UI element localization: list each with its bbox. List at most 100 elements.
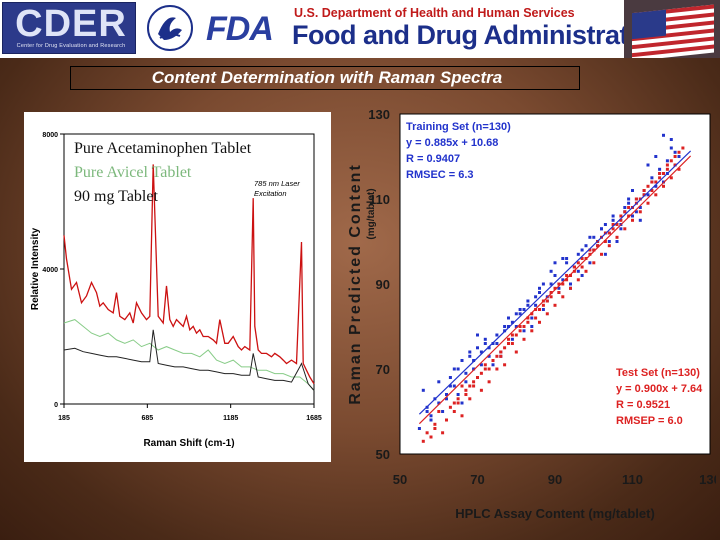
training-point [507, 316, 510, 320]
training-point [476, 333, 479, 337]
training-point [534, 295, 538, 299]
test-point [553, 286, 557, 290]
test-point [662, 184, 665, 188]
laser-annotation-line1: 785 nm Laser [254, 179, 300, 188]
training-point [487, 346, 491, 350]
x-tick-label: 185 [58, 415, 70, 422]
test-point [476, 376, 479, 379]
test-point [576, 278, 580, 282]
training-point [549, 282, 553, 286]
test-point [429, 435, 433, 439]
training-point [503, 325, 507, 328]
test-point [576, 261, 580, 265]
y-tick-label: 0 [54, 402, 58, 409]
test-point [456, 397, 460, 401]
test-stat-line: Test Set (n=130) [616, 367, 700, 379]
test-point [472, 384, 476, 388]
test-point [681, 146, 685, 150]
test-point [530, 312, 534, 316]
test-point [452, 410, 456, 413]
test-point [421, 439, 425, 443]
test-point [534, 316, 538, 320]
test-point [460, 414, 464, 418]
test-point [623, 227, 627, 231]
test-point [460, 384, 464, 388]
training-point [631, 189, 634, 192]
title-frame [70, 66, 580, 90]
cder-logo-text: CDER [15, 3, 127, 45]
training-point [538, 291, 541, 294]
training-point [487, 354, 491, 358]
training-point [607, 240, 611, 243]
training-point [456, 367, 460, 371]
test-point [665, 163, 669, 167]
training-point [452, 367, 456, 371]
training-point [495, 333, 499, 337]
test-point [592, 261, 596, 265]
training-point [437, 380, 441, 384]
acetaminophen-spectrum-line [63, 164, 315, 385]
training-point [650, 176, 654, 180]
training-point [460, 401, 464, 405]
training-point [658, 167, 662, 171]
training-point [627, 201, 631, 205]
test-point [472, 380, 476, 384]
training-point [634, 210, 638, 214]
training-point [669, 146, 673, 150]
cder-logo: CDER Center for Drug Evaluation and Rese… [2, 2, 136, 54]
training-point [441, 410, 445, 413]
training-point [518, 312, 522, 316]
training-point [665, 159, 669, 163]
header-banner: CDER Center for Drug Evaluation and Rese… [0, 0, 720, 58]
test-point [619, 218, 623, 222]
training-point [429, 414, 433, 418]
training-point [565, 257, 569, 260]
test-stat-line: y = 0.900x + 7.64 [616, 383, 703, 395]
test-point [557, 291, 561, 294]
test-point [673, 155, 677, 158]
scatter-x-axis-label: HPLC Assay Content (mg/tablet) [455, 506, 655, 521]
test-point [588, 252, 592, 256]
training-point [576, 252, 580, 256]
training-point [510, 320, 514, 324]
hhs-department-line: U.S. Department of Health and Human Serv… [294, 6, 575, 20]
test-point [510, 342, 514, 345]
training-point [677, 155, 681, 158]
training-point [526, 299, 530, 303]
us-flag-icon [624, 0, 720, 58]
training-point [522, 308, 526, 311]
test-stat-line: R = 0.9521 [616, 399, 670, 411]
scatter-y-tick-label: 50 [376, 447, 390, 462]
training-point [417, 427, 421, 430]
training-point [464, 380, 468, 384]
test-point [603, 240, 607, 243]
training-point [421, 388, 425, 392]
legend-90mg-tablet: 90 mg Tablet [74, 188, 158, 205]
spectrum-y-axis-label: Relative Intensity [30, 227, 41, 310]
test-point [522, 325, 526, 328]
training-stat-line: y = 0.885x + 10.68 [406, 137, 498, 149]
scatter-y-axis-unit: (mg/tablet) [366, 188, 377, 239]
training-point [472, 359, 476, 362]
tablet-spectrum-line [63, 329, 315, 391]
test-point [538, 308, 541, 311]
test-point [518, 325, 522, 328]
test-point [677, 150, 681, 154]
test-point [549, 291, 553, 294]
test-point [580, 265, 584, 269]
test-point [487, 367, 491, 371]
test-stat-line: RMSEP = 6.0 [616, 415, 683, 427]
test-point [433, 427, 437, 430]
test-point [588, 248, 592, 252]
scatter-x-tick-label: 90 [548, 472, 562, 487]
y-tick-label: 8000 [42, 132, 58, 139]
test-point [464, 393, 468, 396]
test-point [596, 244, 600, 248]
test-point [553, 303, 557, 307]
test-point [499, 354, 503, 358]
training-point [580, 248, 584, 252]
test-point [662, 172, 665, 175]
test-point [615, 223, 619, 226]
scatter-y-tick-label: 110 [369, 192, 390, 207]
test-point [545, 312, 549, 316]
